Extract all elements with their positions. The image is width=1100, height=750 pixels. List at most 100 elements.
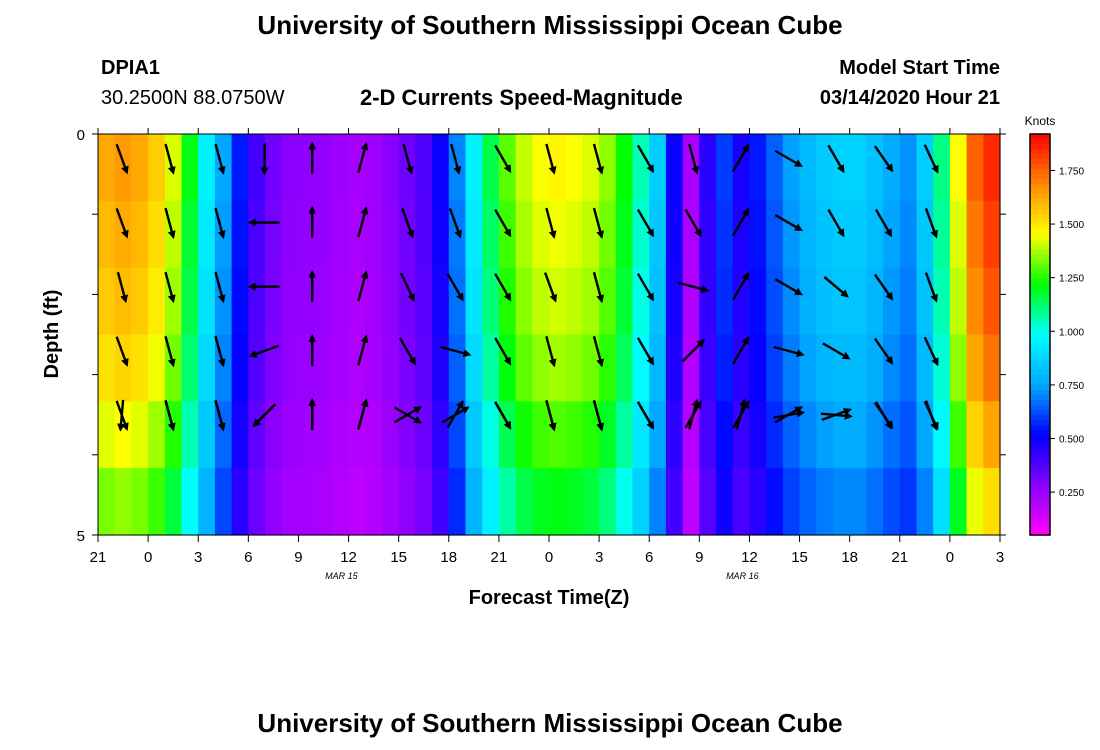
x-tick-label: 15 xyxy=(390,549,407,566)
y-tick-label: 5 xyxy=(77,528,85,545)
heatmap-cell xyxy=(599,267,617,336)
heatmap-cell xyxy=(565,401,584,469)
heatmap-cell xyxy=(381,200,400,269)
heatmap-cell xyxy=(515,401,533,469)
x-tick-label: 3 xyxy=(996,549,1004,566)
colorbar-segment xyxy=(1030,439,1050,446)
heatmap-cell xyxy=(482,200,500,269)
heatmap-cell xyxy=(148,200,166,269)
heatmap-cell xyxy=(231,200,249,269)
heatmap-cell xyxy=(933,267,951,336)
x-tick-label: 15 xyxy=(791,549,808,566)
heatmap-cell xyxy=(265,401,283,469)
heatmap-cell xyxy=(615,468,634,536)
heatmap-cell xyxy=(331,468,350,536)
current-vector-arrow xyxy=(446,400,464,429)
heatmap-cell xyxy=(916,267,934,336)
heatmap-cell xyxy=(315,468,333,536)
heatmap-cell xyxy=(649,334,667,402)
heatmap-cell xyxy=(665,267,684,336)
current-vector-arrow xyxy=(774,278,804,296)
current-vector-arrow xyxy=(924,400,938,431)
current-vector-arrow xyxy=(357,398,369,430)
heatmap-cell xyxy=(381,468,400,536)
current-vector-arrow xyxy=(688,143,700,175)
colorbar-segment xyxy=(1030,329,1050,336)
current-vector-arrow xyxy=(592,143,605,175)
current-vector-arrow xyxy=(678,281,710,293)
footer-title: University of Southern Mississippi Ocean… xyxy=(257,708,843,738)
heatmap-cell xyxy=(549,334,567,402)
current-vector-arrow xyxy=(774,214,804,232)
heatmap-cell xyxy=(983,334,1001,402)
heatmap-cell xyxy=(131,334,149,402)
heatmap-cell xyxy=(866,134,884,202)
heatmap-cell xyxy=(549,134,567,202)
colorbar-segment xyxy=(1030,504,1050,511)
heatmap-cell xyxy=(649,134,667,202)
heatmap-cell xyxy=(482,334,500,402)
heatmap-cell xyxy=(498,468,517,536)
colorbar-segment xyxy=(1030,154,1050,160)
colorbar-segment xyxy=(1030,374,1050,381)
heatmap-cell xyxy=(281,200,300,269)
colorbar-segment xyxy=(1030,449,1050,456)
colorbar-segment xyxy=(1030,249,1050,255)
heatmap-cell xyxy=(949,334,968,402)
current-vector-arrow xyxy=(164,143,176,175)
colorbar-segment xyxy=(1030,494,1050,501)
current-vector-arrow xyxy=(923,336,939,367)
colorbar-segment xyxy=(1030,159,1050,165)
heatmap-cell xyxy=(415,267,433,336)
heatmap-cell xyxy=(649,401,667,469)
heatmap-cell xyxy=(482,134,500,202)
heatmap-cell xyxy=(415,334,433,402)
current-vector-arrow xyxy=(117,399,126,432)
heatmap-cell xyxy=(98,134,116,202)
heatmap-cell xyxy=(832,334,851,402)
heatmap-cell xyxy=(682,200,700,269)
x-tick-label: 12 xyxy=(340,549,357,566)
colorbar-segment xyxy=(1030,174,1050,180)
colorbar-segment xyxy=(1030,509,1050,516)
current-vector-arrow xyxy=(252,403,277,427)
colorbar-segment xyxy=(1030,389,1050,396)
heatmap-cell xyxy=(933,200,951,269)
heatmap-cell xyxy=(248,200,266,269)
heatmap-cell xyxy=(699,401,717,469)
current-vector-arrow xyxy=(636,337,655,366)
heatmap-cell xyxy=(515,267,533,336)
heatmap-cell xyxy=(966,468,984,536)
heatmap-cell xyxy=(331,267,350,336)
x-tick-label: 3 xyxy=(595,549,603,566)
current-vector-arrow xyxy=(873,337,894,365)
heatmap-cell xyxy=(565,267,584,336)
heatmap-cell xyxy=(415,401,433,469)
current-vector-arrow xyxy=(822,342,851,360)
current-vector-arrow xyxy=(592,207,605,239)
colorbar-segment xyxy=(1030,209,1050,215)
heatmap-cell xyxy=(682,334,700,402)
heatmap-cell xyxy=(766,401,784,469)
heatmap-cell xyxy=(164,468,183,536)
heatmap-cell xyxy=(782,267,801,336)
colorbar-segment xyxy=(1030,274,1050,280)
x-tick-label: 3 xyxy=(194,549,202,566)
heatmap-cell xyxy=(465,334,483,402)
heatmap-cell xyxy=(398,267,416,336)
colorbar-segment xyxy=(1030,369,1050,376)
heatmap-cell xyxy=(883,267,901,336)
y-axis: 05 xyxy=(77,127,1006,545)
colorbar-tick-label: 0.250 xyxy=(1059,488,1084,499)
heatmap-cell xyxy=(665,334,684,402)
heatmap-cell xyxy=(632,134,650,202)
colorbar: Knots 1.750 1.500 1.250 1.000 0.750 0.500 0.250 xyxy=(1025,114,1084,536)
heatmap-cell xyxy=(649,267,667,336)
heatmap-cell xyxy=(966,334,984,402)
heatmap-cell xyxy=(265,267,283,336)
x-tick-label: 0 xyxy=(946,549,954,566)
colorbar-frame xyxy=(1029,133,1051,536)
heatmap-cell xyxy=(716,200,734,269)
heatmap-cell xyxy=(699,134,717,202)
heatmap-cell xyxy=(766,267,784,336)
